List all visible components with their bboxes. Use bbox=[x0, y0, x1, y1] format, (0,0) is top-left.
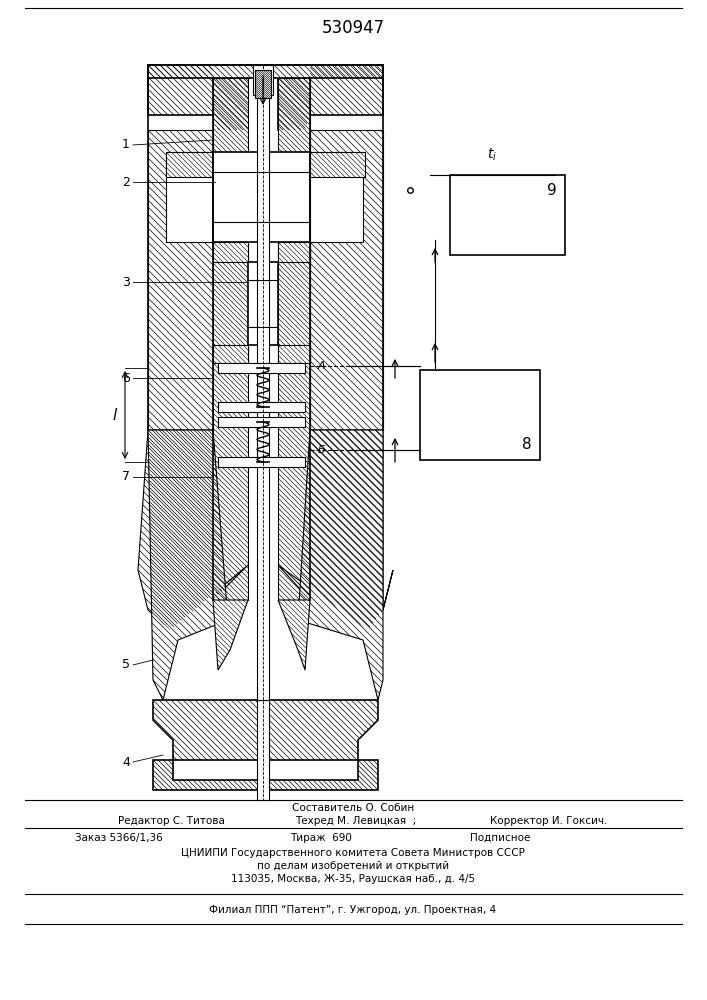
Text: $t_i$: $t_i$ bbox=[487, 147, 497, 163]
Polygon shape bbox=[298, 430, 383, 700]
Polygon shape bbox=[278, 242, 310, 262]
Text: 1: 1 bbox=[122, 138, 130, 151]
Bar bbox=[257, 78, 269, 700]
Polygon shape bbox=[310, 152, 365, 177]
Polygon shape bbox=[153, 700, 378, 760]
Polygon shape bbox=[148, 130, 213, 430]
Text: Составитель О. Собин: Составитель О. Собин bbox=[292, 803, 414, 813]
Text: Б: Б bbox=[318, 445, 326, 455]
Text: 530947: 530947 bbox=[322, 19, 385, 37]
Text: Техред М. Левицкая  ;: Техред М. Левицкая ; bbox=[295, 816, 416, 826]
Polygon shape bbox=[278, 430, 393, 630]
Polygon shape bbox=[278, 345, 310, 363]
Polygon shape bbox=[278, 600, 310, 670]
Polygon shape bbox=[153, 760, 378, 790]
Polygon shape bbox=[148, 430, 228, 700]
Polygon shape bbox=[298, 430, 383, 700]
Polygon shape bbox=[213, 78, 248, 600]
Polygon shape bbox=[148, 65, 383, 78]
Polygon shape bbox=[138, 430, 248, 630]
Text: 4: 4 bbox=[122, 756, 130, 768]
Polygon shape bbox=[213, 600, 248, 670]
Bar bbox=[218, 417, 305, 427]
Text: Тираж  690: Тираж 690 bbox=[290, 833, 352, 843]
Polygon shape bbox=[148, 65, 248, 130]
Text: $l$: $l$ bbox=[112, 407, 118, 423]
Polygon shape bbox=[213, 600, 248, 670]
Text: 6: 6 bbox=[122, 371, 130, 384]
Text: 113035, Москва, Ж-35, Раушская наб., д. 4/5: 113035, Москва, Ж-35, Раушская наб., д. … bbox=[231, 874, 475, 884]
Polygon shape bbox=[310, 130, 383, 430]
Text: 8: 8 bbox=[522, 437, 532, 452]
Polygon shape bbox=[278, 242, 310, 262]
Bar bbox=[253, 65, 273, 95]
Text: Подписное: Подписное bbox=[470, 833, 530, 843]
Polygon shape bbox=[153, 700, 378, 760]
Polygon shape bbox=[310, 130, 383, 430]
Polygon shape bbox=[153, 760, 378, 790]
Polygon shape bbox=[213, 78, 248, 600]
Polygon shape bbox=[278, 600, 310, 670]
Polygon shape bbox=[166, 152, 213, 177]
Text: Редактор С. Титова: Редактор С. Титова bbox=[118, 816, 225, 826]
Polygon shape bbox=[255, 70, 271, 98]
Polygon shape bbox=[278, 430, 393, 630]
Polygon shape bbox=[278, 345, 310, 363]
Text: ЦНИИПИ Государственного комитета Совета Министров СССР: ЦНИИПИ Государственного комитета Совета … bbox=[181, 848, 525, 858]
Polygon shape bbox=[148, 65, 383, 78]
Bar bbox=[218, 363, 305, 373]
Bar bbox=[450, 175, 565, 255]
Text: 2: 2 bbox=[122, 176, 130, 188]
Bar bbox=[248, 262, 278, 345]
Text: 7: 7 bbox=[122, 471, 130, 484]
Polygon shape bbox=[138, 430, 248, 630]
Text: 5: 5 bbox=[122, 658, 130, 672]
Bar bbox=[420, 370, 540, 460]
Bar bbox=[213, 152, 310, 242]
Polygon shape bbox=[278, 65, 383, 130]
Polygon shape bbox=[148, 430, 228, 700]
Text: Филиал ППП “Патент”, г. Ужгород, ул. Проектная, 4: Филиал ППП “Патент”, г. Ужгород, ул. Про… bbox=[209, 905, 496, 915]
Text: Корректор И. Гоксич.: Корректор И. Гоксич. bbox=[490, 816, 607, 826]
Bar bbox=[310, 152, 363, 242]
Bar bbox=[218, 402, 305, 412]
Text: 3: 3 bbox=[122, 275, 130, 288]
Polygon shape bbox=[255, 70, 271, 98]
Bar bbox=[218, 457, 305, 467]
Polygon shape bbox=[213, 242, 248, 262]
Polygon shape bbox=[166, 152, 213, 177]
Text: по делам изобретений и открытий: по делам изобретений и открытий bbox=[257, 861, 449, 871]
Polygon shape bbox=[278, 65, 383, 130]
Polygon shape bbox=[213, 345, 248, 363]
Polygon shape bbox=[278, 78, 310, 600]
Bar bbox=[166, 152, 213, 242]
Polygon shape bbox=[213, 345, 248, 363]
Polygon shape bbox=[213, 242, 248, 262]
Text: A: A bbox=[318, 361, 326, 371]
Polygon shape bbox=[148, 65, 248, 130]
Polygon shape bbox=[148, 130, 213, 430]
Polygon shape bbox=[278, 78, 310, 600]
Text: Заказ 5366/1,36: Заказ 5366/1,36 bbox=[75, 833, 163, 843]
Polygon shape bbox=[310, 152, 365, 177]
Text: 9: 9 bbox=[547, 183, 557, 198]
Bar bbox=[257, 700, 269, 800]
